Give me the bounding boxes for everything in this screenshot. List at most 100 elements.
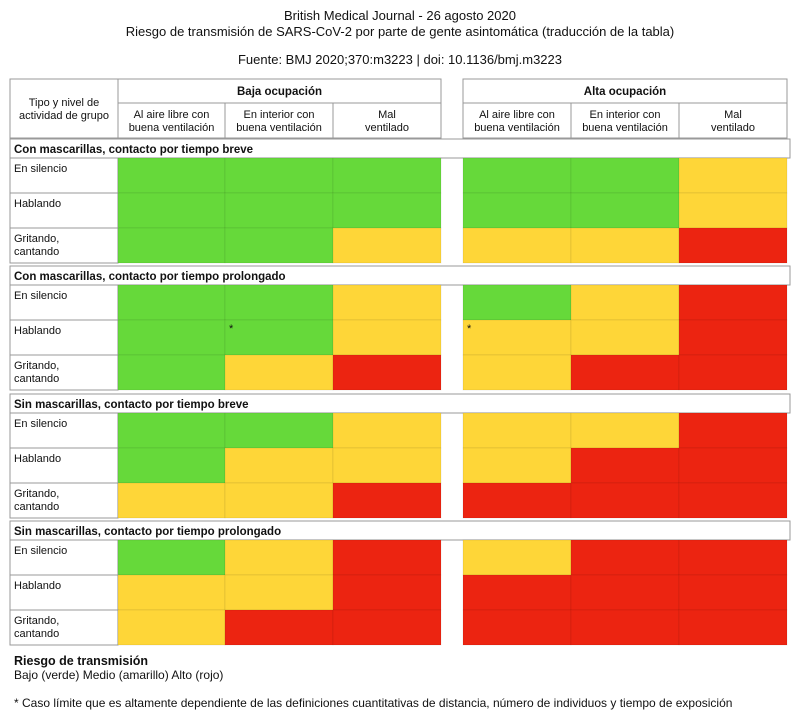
section-title: Sin mascarillas, contacto por tiempo pro…	[14, 526, 281, 538]
risk-cell	[678, 447, 788, 484]
row-label: cantando	[14, 246, 59, 258]
corner-label: actividad de grupo	[19, 110, 109, 122]
risk-cell	[332, 192, 442, 229]
row-label: Gritando,	[14, 360, 59, 372]
row-label: En silencio	[14, 163, 67, 175]
risk-cell	[462, 482, 572, 519]
group-header: Alta ocupación	[584, 86, 666, 98]
column-header: En interior con	[244, 109, 315, 121]
risk-cell	[332, 354, 442, 391]
legend-text: Bajo (verde) Medio (amarillo) Alto (rojo…	[14, 668, 224, 682]
row-label: En silencio	[14, 545, 67, 557]
row-label-cell	[9, 227, 119, 264]
row-label-cell	[9, 609, 119, 646]
risk-cell	[117, 227, 226, 264]
risk-cell	[678, 574, 788, 611]
risk-cell	[462, 609, 572, 646]
risk-cell	[332, 412, 442, 449]
column-header-cell	[678, 102, 788, 139]
risk-cell	[462, 227, 572, 264]
risk-cell	[224, 192, 334, 229]
risk-cell	[678, 412, 788, 449]
source-line: Fuente: BMJ 2020;370:m3223 | doi: 10.113…	[237, 52, 562, 67]
header: British Medical Journal - 26 agosto 2020…	[0, 8, 800, 68]
risk-cell	[224, 539, 334, 576]
risk-cell	[462, 354, 572, 391]
row-label: Hablando	[14, 325, 61, 337]
risk-cell	[678, 192, 788, 229]
section-title: Sin mascarillas, contacto por tiempo bre…	[14, 399, 249, 411]
row-label: En silencio	[14, 290, 67, 302]
risk-cell	[570, 354, 680, 391]
risk-cell	[224, 354, 334, 391]
footnote: * Caso límite que es altamente dependien…	[14, 696, 733, 710]
risk-cell	[117, 157, 226, 194]
section-title: Con mascarillas, contacto por tiempo bre…	[14, 144, 253, 156]
risk-cell	[570, 412, 680, 449]
risk-cell	[224, 319, 334, 356]
risk-cell	[117, 412, 226, 449]
column-header: buena ventilación	[129, 122, 215, 134]
row-label-cell	[9, 284, 119, 321]
column-header-cell	[332, 102, 442, 139]
risk-cell	[678, 354, 788, 391]
risk-cell	[332, 157, 442, 194]
risk-cell	[570, 319, 680, 356]
risk-cell	[462, 412, 572, 449]
risk-cell	[224, 412, 334, 449]
risk-cell	[332, 539, 442, 576]
row-label: Hablando	[14, 198, 61, 210]
risk-cell	[224, 157, 334, 194]
column-header: buena ventilación	[236, 122, 322, 134]
risk-cell	[224, 609, 334, 646]
legend-title: Riesgo de transmisión	[14, 654, 149, 668]
risk-cell	[678, 284, 788, 321]
risk-cell	[570, 192, 680, 229]
risk-cell	[678, 227, 788, 264]
row-label-cell	[9, 447, 119, 484]
risk-cell	[117, 609, 226, 646]
asterisk-mark: *	[467, 323, 472, 335]
risk-cell	[117, 539, 226, 576]
row-label-cell	[9, 354, 119, 391]
risk-cell	[332, 447, 442, 484]
column-header: En interior con	[590, 109, 661, 121]
row-label: cantando	[14, 373, 59, 385]
risk-cell	[224, 482, 334, 519]
column-header: Al aire libre con	[479, 109, 555, 121]
risk-cell	[570, 227, 680, 264]
risk-cell	[224, 447, 334, 484]
legend: Riesgo de transmisión Bajo (verde) Medio…	[14, 654, 223, 682]
risk-cell	[117, 192, 226, 229]
row-label: Hablando	[14, 453, 61, 465]
column-header: ventilado	[711, 122, 755, 134]
risk-cell	[224, 574, 334, 611]
row-label-cell	[9, 539, 119, 576]
risk-cell	[462, 319, 572, 356]
risk-cell	[678, 482, 788, 519]
title-line-1: British Medical Journal - 26 agosto 2020	[284, 8, 516, 23]
row-label-cell	[9, 192, 119, 229]
title-line-2: Riesgo de transmisión de SARS-CoV-2 por …	[125, 24, 675, 39]
risk-cell	[678, 609, 788, 646]
row-label: cantando	[14, 501, 59, 513]
risk-cell	[462, 284, 572, 321]
row-label-cell	[9, 157, 119, 194]
row-label-cell	[9, 574, 119, 611]
row-label: Gritando,	[14, 488, 59, 500]
risk-cell	[462, 157, 572, 194]
risk-cell	[224, 227, 334, 264]
risk-cell	[117, 482, 226, 519]
risk-cell	[678, 539, 788, 576]
group-header: Baja ocupación	[237, 86, 322, 98]
row-label: Gritando,	[14, 233, 59, 245]
risk-cell	[332, 227, 442, 264]
risk-cell	[462, 574, 572, 611]
risk-cell	[570, 284, 680, 321]
risk-cell	[332, 574, 442, 611]
column-header: Mal	[378, 109, 396, 121]
risk-cell	[117, 354, 226, 391]
column-header: ventilado	[365, 122, 409, 134]
risk-cell	[224, 284, 334, 321]
